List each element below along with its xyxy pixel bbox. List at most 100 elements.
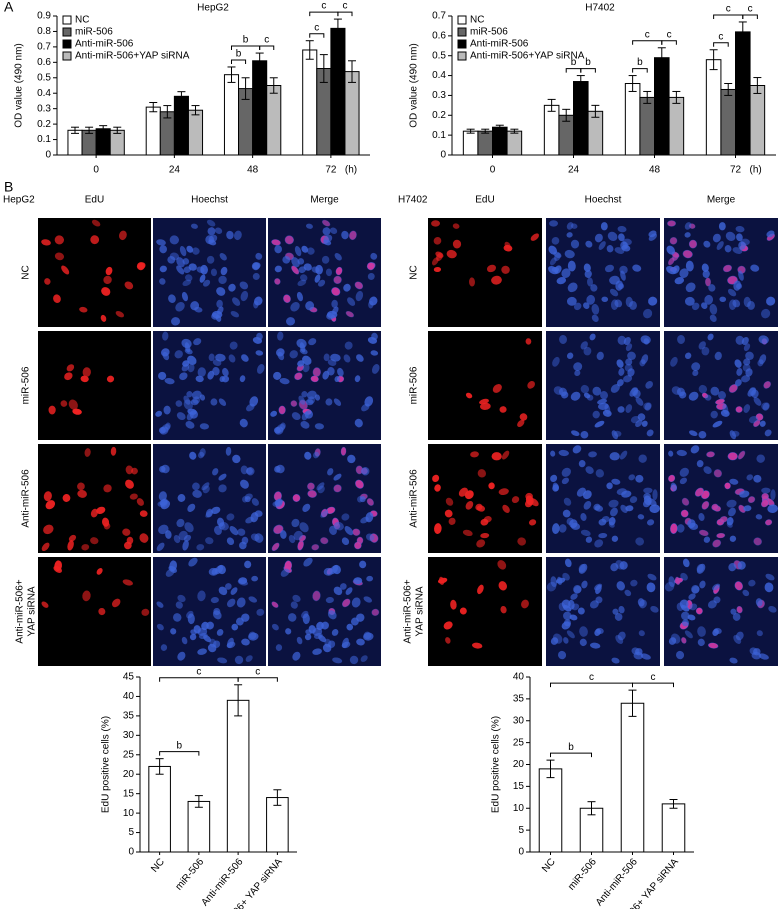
nucleus <box>325 268 332 277</box>
nucleus <box>624 363 633 372</box>
nucleus <box>606 482 613 490</box>
legend-swatch <box>457 27 467 37</box>
nucleus <box>674 277 685 285</box>
micrograph <box>153 218 266 327</box>
nucleus <box>320 510 329 518</box>
y-tick-label: 0.3 <box>432 90 446 101</box>
nucleus <box>68 399 78 410</box>
y-tick-label: 0.1 <box>37 134 51 145</box>
nucleus <box>610 507 618 517</box>
nucleus <box>745 351 754 361</box>
nucleus <box>197 590 206 602</box>
nucleus <box>753 474 762 483</box>
nucleus <box>446 249 457 259</box>
nucleus <box>635 419 643 428</box>
nucleus <box>607 231 618 241</box>
nucleus <box>433 266 442 273</box>
nucleus <box>558 650 567 660</box>
nucleus <box>343 354 351 363</box>
nucleus <box>697 626 706 637</box>
nucleus <box>240 290 249 302</box>
error-bar <box>234 684 243 717</box>
nucleus <box>313 367 321 377</box>
nucleus <box>82 590 91 602</box>
nucleus <box>54 235 64 245</box>
nucleus <box>483 516 492 523</box>
nucleus <box>566 352 574 360</box>
nucleus <box>182 360 190 367</box>
nucleus <box>670 482 678 492</box>
nucleus <box>745 368 753 377</box>
nucleus <box>124 281 134 290</box>
nucleus <box>704 394 712 401</box>
nucleus <box>299 348 308 355</box>
nucleus <box>226 513 235 521</box>
y-tick-label: 30 <box>513 715 525 726</box>
nucleus <box>208 353 215 362</box>
nucleus <box>187 355 197 365</box>
micrograph <box>428 218 542 327</box>
nucleus <box>325 597 334 604</box>
bar <box>226 699 250 853</box>
nucleus <box>583 263 591 272</box>
nucleus <box>564 558 572 568</box>
nucleus <box>604 264 615 273</box>
bar <box>109 129 125 156</box>
nucleus <box>499 406 507 413</box>
nucleus <box>297 360 305 367</box>
nucleus <box>648 296 658 306</box>
nucleus <box>600 222 608 231</box>
nucleus <box>470 451 479 458</box>
bar <box>330 27 346 156</box>
nucleus <box>183 395 191 405</box>
nucleus <box>601 296 609 303</box>
nucleus <box>609 452 620 461</box>
nucleus <box>743 358 751 366</box>
significance-label: b <box>176 740 182 751</box>
nucleus <box>177 494 186 502</box>
nucleus <box>681 619 690 627</box>
nucleus <box>186 245 194 253</box>
nucleus <box>158 427 166 434</box>
nucleus <box>77 489 87 498</box>
nucleus <box>207 370 215 380</box>
nucleus <box>175 400 183 407</box>
nucleus <box>435 251 444 258</box>
nucleus <box>241 354 249 362</box>
bar <box>67 129 83 156</box>
nucleus <box>708 642 718 649</box>
x-tick-label: 72 <box>325 165 337 176</box>
nucleus <box>597 398 607 405</box>
nucleus <box>363 631 372 640</box>
nucleus <box>103 484 112 493</box>
nucleus <box>273 427 281 434</box>
nucleus <box>41 239 51 246</box>
nucleus <box>212 468 219 476</box>
nucleus <box>750 264 760 272</box>
nucleus <box>217 306 224 315</box>
nucleus <box>479 398 489 405</box>
nucleus <box>566 232 573 238</box>
bar <box>187 800 211 853</box>
nucleus <box>90 235 100 245</box>
bar <box>639 96 655 156</box>
nucleus <box>519 413 528 421</box>
nucleus <box>705 277 711 287</box>
nucleus <box>594 233 603 243</box>
nucleus <box>188 557 198 567</box>
nucleus <box>735 335 745 345</box>
nucleus <box>756 454 765 463</box>
nucleus <box>312 591 321 601</box>
nucleus <box>608 499 619 508</box>
nucleus <box>608 517 616 526</box>
nucleus <box>735 225 745 233</box>
micrograph <box>546 331 660 440</box>
nucleus <box>367 336 378 344</box>
y-tick-label: 25 <box>123 749 135 760</box>
nucleus <box>105 266 113 276</box>
nucleus <box>189 633 197 641</box>
nucleus <box>766 296 776 306</box>
nucleus <box>614 613 623 621</box>
nucleus <box>156 239 166 246</box>
